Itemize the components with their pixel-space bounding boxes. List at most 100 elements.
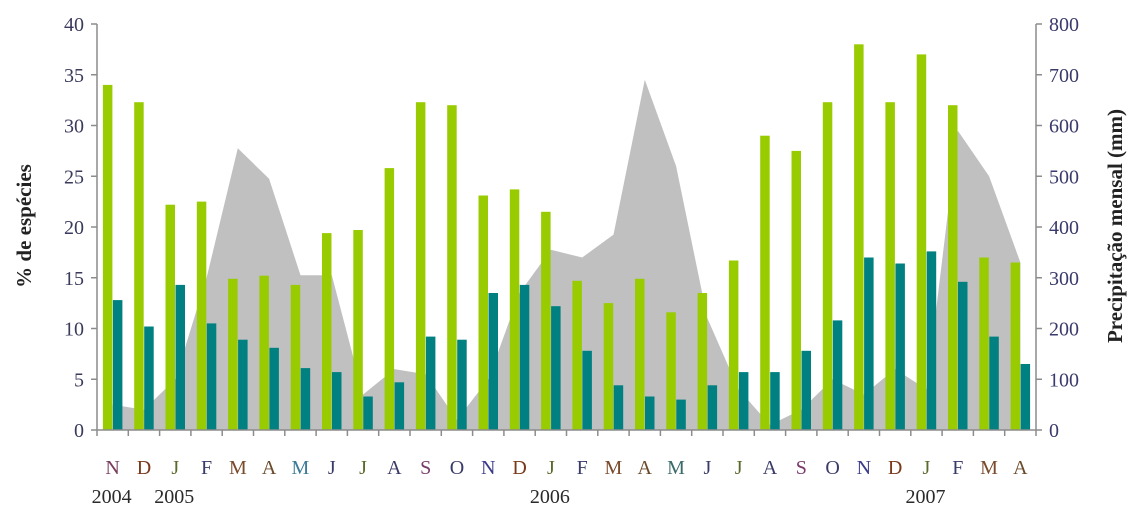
bar-teal — [864, 257, 874, 430]
bars-layer — [102, 44, 1031, 431]
x-tick-label: F — [201, 457, 212, 479]
right-axis-title: Precipitação mensal (mm) — [1103, 109, 1127, 343]
x-tick-label: D — [888, 457, 902, 479]
x-tick-label: N — [105, 457, 119, 479]
bar-green — [916, 54, 927, 431]
left-axis-title: % de espécies — [12, 164, 36, 288]
x-tick-label: A — [387, 457, 402, 479]
right-tick-label: 700 — [1049, 65, 1079, 87]
x-tick-label: J — [923, 457, 931, 479]
bar-green — [666, 312, 676, 430]
left-tick-label: 25 — [64, 166, 84, 188]
x-tick-label: M — [229, 457, 247, 479]
left-tick-label: 35 — [64, 65, 84, 87]
right-tick-label: 400 — [1049, 217, 1079, 239]
bar-green — [447, 105, 457, 430]
x-tick-label: S — [420, 457, 431, 479]
year-label: 2004 — [92, 486, 132, 508]
right-tick-label: 300 — [1049, 268, 1079, 290]
bar-green — [635, 278, 645, 430]
left-tick-label: 15 — [64, 268, 84, 290]
bar-green — [165, 204, 175, 430]
bar-teal — [300, 368, 311, 430]
bar-teal — [175, 284, 185, 430]
bar-teal — [457, 339, 467, 430]
bar-green — [509, 189, 520, 430]
bar-green — [948, 105, 958, 430]
bar-green — [791, 150, 801, 430]
bar-green — [979, 257, 989, 430]
bar-teal — [958, 281, 968, 430]
x-tick-label: A — [638, 457, 653, 479]
x-tick-label: M — [667, 457, 685, 479]
bar-green — [854, 44, 864, 431]
x-tick-label: M — [292, 457, 310, 479]
left-tick-label: 40 — [64, 14, 84, 36]
year-label: 2005 — [154, 486, 194, 508]
right-tick-label: 800 — [1049, 14, 1079, 36]
x-tick-label: A — [763, 457, 778, 479]
x-tick-label: J — [328, 457, 336, 479]
bar-green — [290, 284, 301, 430]
bar-teal — [425, 336, 436, 430]
bar-teal — [645, 396, 655, 430]
right-tick-label: 600 — [1049, 116, 1079, 138]
left-tick-label: 0 — [74, 420, 84, 442]
bar-teal — [738, 372, 749, 430]
year-label: 2006 — [530, 486, 570, 508]
bar-green — [134, 102, 144, 430]
bar-teal — [707, 385, 718, 430]
bar-green — [760, 135, 770, 430]
right-tick-label: 100 — [1049, 369, 1079, 391]
bar-green — [572, 280, 582, 430]
right-tick-label: 0 — [1049, 420, 1059, 442]
x-tick-label: A — [262, 457, 277, 479]
x-tick-label: N — [857, 457, 871, 479]
bar-teal — [895, 263, 905, 430]
x-tick-label: D — [512, 457, 526, 479]
bar-teal — [144, 326, 154, 430]
x-tick-label: S — [796, 457, 807, 479]
bar-green — [228, 278, 238, 430]
bar-green — [822, 102, 833, 430]
bar-teal — [238, 339, 248, 430]
precipitation-area — [112, 79, 1021, 431]
bar-green — [259, 275, 269, 430]
bar-green — [541, 211, 551, 430]
bar-green — [353, 230, 363, 430]
bar-teal — [206, 323, 217, 430]
x-tick-label: M — [980, 457, 998, 479]
x-tick-label: F — [952, 457, 963, 479]
bar-green — [697, 293, 708, 430]
bar-green — [478, 195, 488, 430]
bar-teal — [394, 382, 405, 430]
left-tick-label: 10 — [64, 319, 84, 341]
bar-teal — [363, 396, 373, 430]
bar-teal — [551, 306, 561, 430]
precipitation-area-layer — [112, 79, 1021, 431]
x-tick-label: F — [577, 457, 588, 479]
bar-teal — [582, 350, 592, 430]
bar-teal — [1020, 364, 1031, 430]
bar-teal — [613, 385, 624, 430]
bar-green — [322, 233, 332, 430]
x-tick-label: J — [703, 457, 711, 479]
x-tick-label: J — [547, 457, 555, 479]
bar-teal — [832, 320, 843, 430]
x-tick-label: O — [825, 457, 839, 479]
bar-teal — [676, 399, 686, 430]
bar-teal — [519, 284, 530, 430]
x-tick-label: A — [1013, 457, 1028, 479]
bar-green — [1010, 262, 1021, 430]
bar-green — [603, 303, 614, 430]
bar-teal — [989, 336, 999, 430]
x-tick-label: M — [605, 457, 623, 479]
left-tick-label: 30 — [64, 116, 84, 138]
x-tick-label: D — [137, 457, 151, 479]
bar-green — [102, 84, 113, 431]
right-tick-label: 500 — [1049, 166, 1079, 188]
bar-teal — [269, 347, 279, 430]
bar-teal — [926, 251, 937, 430]
bar-teal — [801, 350, 811, 430]
